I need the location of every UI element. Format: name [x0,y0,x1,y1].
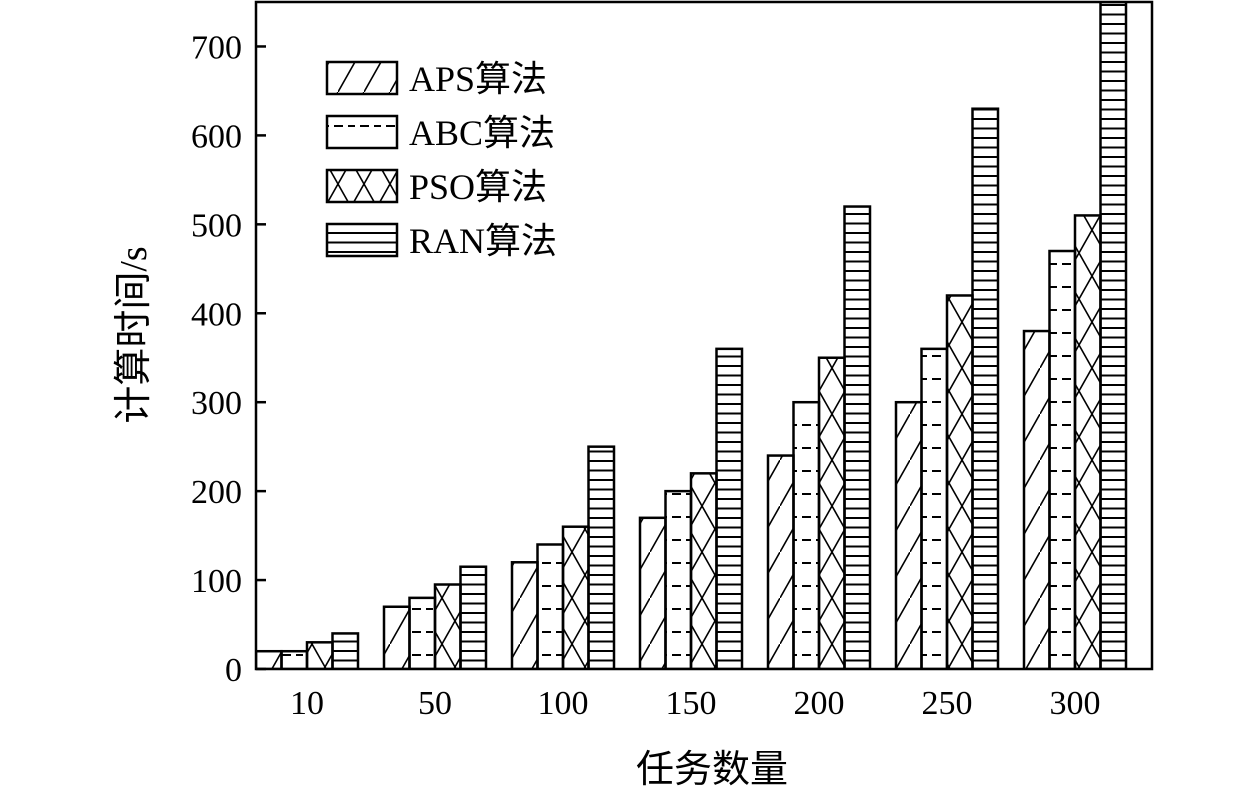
bar-ABC算法-250 [920,347,949,669]
legend-label: APS算法 [409,59,547,99]
legend-swatch [325,168,399,204]
bar-PSO算法-150 [689,472,718,669]
bar-RAN算法-100 [587,445,616,669]
bar-PSO算法-50 [433,583,462,669]
bar-ABC算法-300 [1048,249,1077,669]
bar-APS算法-200 [766,454,795,669]
bar-RAN算法-250 [971,107,1000,669]
bar-ABC算法-10 [280,649,309,669]
x-tick-label: 250 [922,685,973,722]
bar-PSO算法-10 [305,641,334,669]
bar-RAN算法-10 [331,632,360,669]
bar-PSO算法-100 [561,525,590,669]
legend-label: ABC算法 [409,113,555,153]
bar-APS算法-250 [894,400,923,669]
plot-frame [254,0,1154,671]
y-tick-label: 700 [191,29,242,66]
legend-swatch [325,222,399,258]
legend: APS算法 ABC算法 PSO算法 RAN算法 [325,59,557,261]
y-tick-label: 300 [191,385,242,422]
y-tick-label: 400 [191,296,242,333]
legend-label: RAN算法 [409,221,557,261]
x-tick-label: 150 [666,685,717,722]
x-tick-label: 100 [538,685,589,722]
x-tick-label: 10 [290,685,324,722]
bar-PSO算法-250 [945,294,974,669]
bar-APS算法-150 [638,516,667,669]
bar-PSO算法-300 [1073,214,1102,669]
bar-RAN算法-300 [1099,2,1128,669]
bar-APS算法-10 [256,649,283,669]
y-tick-label: 100 [191,563,242,600]
y-tick-label: 200 [191,474,242,511]
x-tick-label: 200 [794,685,845,722]
bar-RAN算法-200 [843,205,872,669]
legend-swatch [325,114,399,150]
bar-PSO算法-200 [817,356,846,669]
bar-RAN算法-150 [715,347,744,669]
bar-RAN算法-50 [459,565,488,669]
x-axis: 10 50 100 150 200 250 300 [290,685,1101,722]
y-tick-label: 500 [191,207,242,244]
bar-ABC算法-200 [792,400,821,669]
bar-ABC算法-100 [536,543,565,669]
y-axis-label: 计算时间/s [113,246,155,423]
bar-ABC算法-50 [408,596,437,669]
x-tick-label: 50 [418,685,452,722]
bar-APS算法-50 [382,605,411,669]
y-tick-label: 600 [191,118,242,155]
bars [256,2,1128,669]
legend-swatch [325,60,399,96]
legend-label: PSO算法 [409,167,547,207]
bar-APS算法-300 [1022,329,1051,669]
bar-ABC算法-150 [664,489,693,669]
x-tick-label: 300 [1050,685,1101,722]
bar-APS算法-100 [510,561,539,669]
y-axis: 0 100 200 300 400 500 600 700 [191,29,266,689]
y-tick-label: 0 [225,652,242,689]
x-axis-label: 任务数量 [636,749,788,788]
